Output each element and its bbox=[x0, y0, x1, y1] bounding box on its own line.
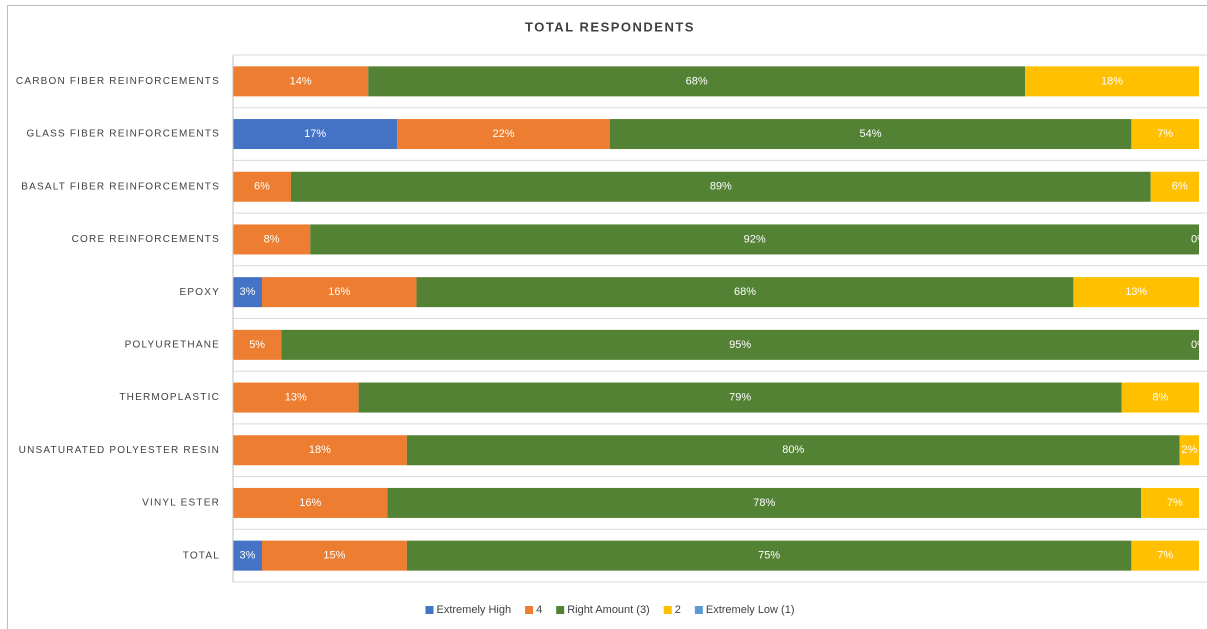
data-label: 80% bbox=[782, 444, 804, 456]
chart-border bbox=[7, 5, 1207, 629]
legend-label: 4 bbox=[536, 604, 542, 616]
bar-segment bbox=[416, 277, 1074, 308]
bar-segment bbox=[406, 540, 1132, 571]
bar-segment bbox=[261, 540, 407, 571]
bar-segment bbox=[1073, 277, 1199, 308]
y-tick-label: TOTAL bbox=[183, 550, 220, 561]
data-label: 18% bbox=[1101, 75, 1123, 87]
bar-segment bbox=[233, 487, 388, 518]
y-tick-label: BASALT FIBER REINFORCEMENTS bbox=[21, 181, 220, 192]
bar-segment bbox=[1131, 119, 1199, 150]
bar-segment bbox=[358, 382, 1122, 413]
data-label: 18% bbox=[309, 444, 331, 456]
data-label: 92% bbox=[744, 233, 766, 245]
data-label: 6% bbox=[254, 181, 270, 193]
legend-swatch bbox=[425, 606, 434, 614]
bar-segment bbox=[368, 66, 1026, 97]
legend-swatch bbox=[694, 606, 703, 614]
y-tick-label: THERMOPLASTIC bbox=[119, 392, 220, 403]
data-label: 7% bbox=[1167, 497, 1183, 509]
legend-label: 2 bbox=[675, 604, 681, 616]
data-label: 15% bbox=[323, 550, 345, 562]
bar-segment bbox=[1131, 540, 1199, 571]
y-tick-label: VINYL ESTER bbox=[142, 498, 220, 509]
bar-segment bbox=[1121, 382, 1199, 413]
data-label: 54% bbox=[860, 128, 882, 140]
legend-label: Right Amount (3) bbox=[567, 604, 650, 616]
bar-segment bbox=[310, 224, 1199, 255]
bar-segment bbox=[233, 382, 359, 413]
bar-segment bbox=[1179, 435, 1199, 466]
y-tick-label: CORE REINFORCEMENTS bbox=[72, 234, 220, 245]
data-label: 17% bbox=[304, 128, 326, 140]
bar-segment bbox=[397, 119, 610, 150]
bar-segment bbox=[1150, 171, 1199, 202]
bar-segment bbox=[233, 66, 369, 97]
data-label: 3% bbox=[240, 286, 256, 298]
bar-segment bbox=[233, 277, 262, 308]
data-label: 68% bbox=[686, 75, 708, 87]
data-label: 3% bbox=[240, 550, 256, 562]
legend-swatch bbox=[525, 606, 534, 614]
bar-segment bbox=[233, 540, 262, 571]
legend-swatch bbox=[556, 606, 565, 614]
bar-segment bbox=[233, 224, 311, 255]
data-label: 14% bbox=[290, 75, 312, 87]
bar-segment bbox=[387, 487, 1142, 518]
legend-label: Extremely Low (1) bbox=[706, 604, 795, 616]
data-label: 0% bbox=[1191, 233, 1207, 245]
data-label: 16% bbox=[328, 286, 350, 298]
data-label: 0% bbox=[1191, 339, 1207, 351]
bar-segment bbox=[406, 435, 1180, 466]
data-label: 13% bbox=[1125, 286, 1147, 298]
data-label: 68% bbox=[734, 286, 756, 298]
data-label: 79% bbox=[729, 391, 751, 403]
chart-title: TOTAL RESPONDENTS bbox=[525, 19, 695, 34]
data-label: 16% bbox=[299, 497, 321, 509]
data-label: 75% bbox=[758, 550, 780, 562]
bar-segment bbox=[233, 435, 407, 466]
y-tick-label: EPOXY bbox=[180, 287, 220, 298]
bar-segment bbox=[261, 277, 417, 308]
bar-segment bbox=[290, 171, 1151, 202]
legend-swatch bbox=[663, 606, 672, 614]
bar-segment bbox=[233, 329, 282, 360]
legend-label: Extremely High bbox=[436, 604, 511, 616]
bar-segment bbox=[233, 119, 398, 150]
plot-area: 14% 68% 18% 17% 22% 54% 7% 6% 89% 6% 8% 92% 0% 3% 16% 6… bbox=[233, 66, 1207, 571]
y-tick-label: GLASS FIBER REINFORCEMENTS bbox=[27, 129, 220, 140]
data-label: 2% bbox=[1181, 444, 1197, 456]
data-label: 6% bbox=[1172, 181, 1188, 193]
y-tick-label: UNSATURATED POLYESTER RESIN bbox=[19, 445, 220, 456]
data-label: 7% bbox=[1157, 550, 1173, 562]
y-tick-label: POLYURETHANE bbox=[125, 339, 220, 350]
legend: Extremely High 4 Right Amount (3) 2 Extremel… bbox=[425, 604, 795, 616]
bar-segment bbox=[1141, 487, 1199, 518]
data-label: 7% bbox=[1157, 128, 1173, 140]
data-label: 13% bbox=[285, 391, 307, 403]
bar-segment bbox=[281, 329, 1199, 360]
bar-segment bbox=[609, 119, 1132, 150]
data-label: 22% bbox=[492, 128, 514, 140]
bar-segment bbox=[1025, 66, 1199, 97]
data-label: 8% bbox=[1152, 391, 1168, 403]
y-tick-label: CARBON FIBER REINFORCEMENTS bbox=[16, 76, 220, 87]
data-label: 95% bbox=[729, 339, 751, 351]
data-label: 78% bbox=[753, 497, 775, 509]
data-label: 8% bbox=[264, 233, 280, 245]
bar-segment bbox=[233, 171, 291, 202]
data-label: 89% bbox=[710, 181, 732, 193]
data-label: 5% bbox=[249, 339, 265, 351]
